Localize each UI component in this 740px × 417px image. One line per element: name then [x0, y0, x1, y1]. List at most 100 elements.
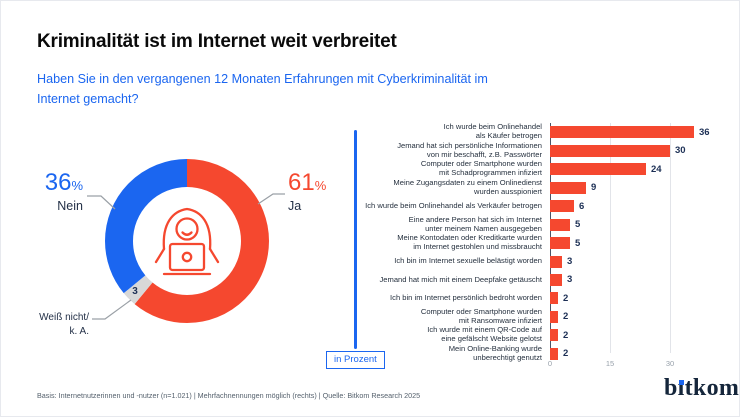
bar: [550, 347, 558, 360]
bar-value: 6: [579, 200, 585, 212]
smile-line: [181, 231, 193, 236]
bar: [550, 329, 558, 342]
donut-value-weiss-nicht: 3: [132, 286, 138, 297]
gridline: [610, 123, 611, 353]
bar-value: 24: [651, 163, 662, 175]
bar: [550, 237, 570, 250]
bar-track: 2: [550, 310, 729, 323]
bar-track: 5: [550, 237, 729, 250]
face-circle: [175, 217, 199, 241]
logo-letter-i-blue-dot: ı: [677, 375, 685, 401]
right-arm-line: [208, 247, 220, 264]
bar-track: 2: [550, 329, 729, 342]
bar-row: Ich bin im Internet sexuelle belästigt w…: [361, 252, 729, 270]
percent-sign: %: [314, 178, 327, 193]
bar-row: Ich wurde mit einem QR-Code auf eine gef…: [361, 325, 729, 344]
bar-category-label: Meine Zugangsdaten zu einem Onlinedienst…: [393, 177, 542, 196]
bar-track: 3: [550, 255, 729, 268]
bar-row: Computer oder Smartphone wurden mit Scha…: [361, 159, 729, 178]
donut-value-nein: 36%: [15, 169, 83, 197]
bitkom-logo: bıtkom: [664, 375, 739, 402]
bar-row: Mein Online-Banking wurde unberechtigt g…: [361, 344, 729, 363]
bar: [550, 144, 670, 157]
bar-track: 30: [550, 144, 729, 157]
bar-row: Jemand hat sich persönliche Informatione…: [361, 141, 729, 159]
bar-category-label: Ich bin im Internet sexuelle belästigt w…: [394, 256, 542, 266]
logo-letter: b: [664, 375, 678, 401]
bar-value: 3: [567, 274, 573, 286]
hacker-with-laptop-icon: [154, 207, 220, 276]
bar-row: Computer oder Smartphone wurden mit Rans…: [361, 306, 729, 326]
bar-track: 36: [550, 126, 729, 139]
bar-track: 2: [550, 292, 729, 305]
bar-track: 5: [550, 218, 729, 231]
laptop-screen: [168, 242, 206, 272]
left-arm-line: [154, 247, 166, 264]
laptop-logo-circle: [181, 251, 193, 263]
bar-track: 9: [550, 181, 729, 194]
bar-category-label: Jemand hat mich mit einem Deepfake getäu…: [379, 274, 542, 284]
bar: [550, 218, 570, 231]
donut-slice: [105, 159, 269, 323]
bar-value: 30: [675, 145, 686, 157]
bar: [550, 292, 558, 305]
bar-track: 24: [550, 163, 729, 176]
x-tick-label: 15: [605, 359, 615, 368]
donut-label-ja: Ja: [288, 199, 302, 213]
bar-row: Ich bin im Internet persönlich bedroht w…: [361, 289, 729, 307]
bar-category-label: Eine andere Person hat sich im Internet …: [408, 214, 542, 233]
bar-value: 3: [567, 256, 573, 268]
page-title: Kriminalität ist im Internet weit verbre…: [37, 31, 397, 52]
bar-row: Eine andere Person hat sich im Internet …: [361, 215, 729, 233]
logo-letters: tkom: [684, 375, 740, 401]
bar-row: Ich wurde beim Onlinehandel als Käufer b…: [361, 122, 729, 141]
x-tick-label: 30: [665, 359, 675, 368]
bar: [550, 200, 574, 213]
bar: [550, 126, 694, 139]
bar-value: 5: [575, 237, 581, 249]
bar-value: 2: [563, 311, 569, 323]
survey-question: Haben Sie in den vergangenen 12 Monaten …: [37, 72, 488, 106]
donut-chart: [105, 159, 269, 323]
donut-label-weiss-nicht: Weiß nicht/ k. A.: [39, 312, 89, 337]
bar-category-label: Meine Kontodaten oder Kreditkarte wurden…: [397, 233, 542, 252]
bar: [550, 310, 558, 323]
bar-track: 2: [550, 347, 729, 360]
hood-outline: [162, 207, 212, 251]
unit-badge: in Prozent: [326, 351, 385, 369]
bar: [550, 255, 562, 268]
bar-category-label: Computer oder Smartphone wurden mit Rans…: [420, 306, 542, 325]
bar-row: Meine Kontodaten oder Kreditkarte wurden…: [361, 233, 729, 252]
ja-percent-number: 61: [288, 169, 315, 196]
bar-value: 2: [563, 292, 569, 304]
divider-line: [354, 130, 357, 349]
bar-category-label: Ich bin im Internet persönlich bedroht w…: [390, 292, 542, 302]
bar: [550, 163, 646, 176]
donut-value-ja: 61%: [288, 169, 326, 197]
bar-track: 3: [550, 273, 729, 286]
donut-label-nein: Nein: [57, 199, 83, 213]
bar-row: Jemand hat mich mit einem Deepfake getäu…: [361, 271, 729, 289]
bar-chart: Ich wurde beim Onlinehandel als Käufer b…: [361, 122, 729, 363]
bar-value: 2: [563, 348, 569, 360]
bar-category-label: Ich wurde beim Onlinehandel als Verkäufe…: [365, 200, 542, 210]
gridline: [670, 123, 671, 353]
nein-percent-number: 36: [44, 169, 72, 196]
bar-category-label: Ich wurde beim Onlinehandel als Käufer b…: [443, 122, 542, 141]
bar-row: Ich wurde beim Onlinehandel als Verkäufe…: [361, 197, 729, 215]
bar-value: 9: [591, 182, 597, 194]
bar-category-label: Jemand hat sich persönliche Informatione…: [397, 140, 542, 159]
bar-row: Meine Zugangsdaten zu einem Onlinedienst…: [361, 178, 729, 196]
bar-value: 36: [699, 126, 710, 138]
bar-category-label: Computer oder Smartphone wurden mit Scha…: [420, 159, 542, 178]
source-note: Basis: Internetnutzerinnen und -nutzer (…: [37, 391, 421, 400]
bar-value: 5: [575, 219, 581, 231]
bar: [550, 181, 586, 194]
bar-value: 2: [563, 329, 569, 341]
bar-track: 6: [550, 200, 729, 213]
percent-sign: %: [71, 178, 83, 193]
bar: [550, 273, 562, 286]
x-tick-label: 0: [547, 359, 553, 368]
bar-category-label: Ich wurde mit einem QR-Code auf eine gef…: [427, 325, 542, 344]
